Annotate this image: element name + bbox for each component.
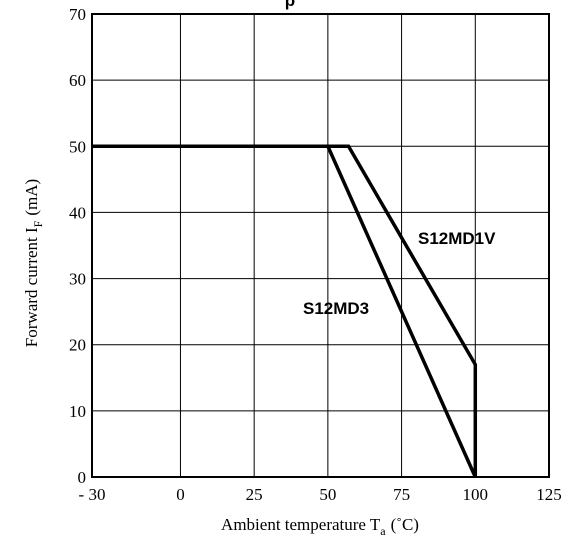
- x-tick-label: 50: [319, 485, 336, 504]
- y-tick-label: 30: [69, 270, 86, 289]
- y-axis-title: Forward current IF(mA): [22, 179, 45, 347]
- plot-frame: [91, 13, 550, 478]
- x-tick-label: 100: [463, 485, 489, 504]
- series-line-s12md1v: [92, 144, 478, 477]
- y-tick-label: 0: [78, 468, 87, 487]
- y-tick-label: 40: [69, 203, 86, 222]
- y-tick-label: 50: [69, 137, 86, 156]
- chart-title: p: [285, 0, 295, 10]
- series-lines: [92, 144, 478, 478]
- x-tick-label: 25: [246, 485, 263, 504]
- x-tick-label: 125: [536, 485, 562, 504]
- x-axis-title: Ambient temperature Ta (˚C): [221, 515, 419, 537]
- x-tick-label: 75: [393, 485, 410, 504]
- series-line-s12md3: [92, 144, 477, 478]
- series-label-s12md1v: S12MD1V: [418, 229, 496, 248]
- y-tick-label: 20: [69, 336, 86, 355]
- x-tick-label: 0: [176, 485, 185, 504]
- y-tick-label: 60: [69, 71, 86, 90]
- x-tick-label: - 30: [79, 485, 106, 504]
- grid: [92, 14, 549, 477]
- y-tick-label: 70: [69, 5, 86, 24]
- series-label-s12md3: S12MD3: [303, 299, 369, 318]
- y-tick-label: 10: [69, 402, 86, 421]
